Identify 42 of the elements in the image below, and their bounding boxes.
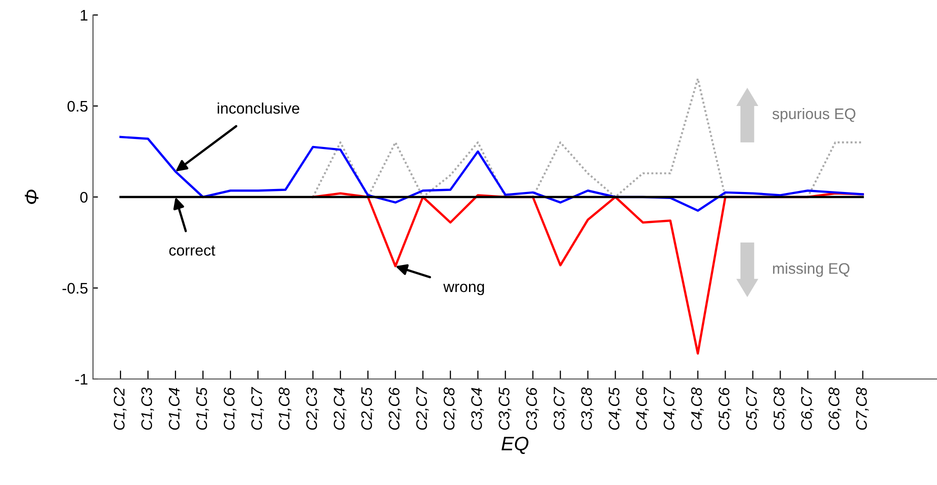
x-tick-label: C3,C6 [526,387,539,430]
x-tick-label: C3,C5 [498,387,512,430]
x-tick-label: C4,C7 [664,386,676,430]
x-tick-label: C3,C4 [471,388,484,430]
y-tick-label: 0 [80,192,88,203]
x-tick-label: C2,C4 [334,388,346,430]
x-tick-label: C5,C7 [746,386,759,430]
x-tick-label: C1,C5 [196,387,209,430]
x-tick-label: C2,C6 [388,387,402,430]
x-tick-label: C2,C5 [361,387,374,430]
y-tick-label: -1 [75,374,88,385]
annotation: missing EQ [773,262,850,277]
annotation: inconclusive [218,102,300,114]
x-tick-label: C1,C7 [251,386,264,430]
x-tick-label: C1,C6 [224,387,236,430]
y-axis-title: Φ [24,190,38,204]
x-tick-label: C2,C3 [306,387,319,430]
y-tick-label: 1 [80,10,88,21]
x-tick-label: C6,C7 [801,386,814,430]
x-tick-label: C3,C8 [581,387,594,430]
y-tick-label: -0.5 [62,282,88,294]
annotation: correct [169,246,216,256]
x-tick-label: C2,C8 [444,387,456,430]
x-tick-label: C6,C8 [828,387,842,430]
x-tick-label: C3,C7 [554,386,566,430]
annotation: wrong [443,284,484,296]
x-tick-label: C2,C7 [416,386,429,430]
x-axis-title: EQ [502,436,528,454]
x-tick-label: C5,C6 [718,387,732,430]
line-series [119,136,864,212]
x-tick-label: C1,C3 [141,387,154,430]
x-tick-label: C4,C8 [691,387,704,430]
line-series [312,78,864,198]
x-tick-label: C1,C4 [168,388,182,430]
annotation: spurious EQ [772,108,856,122]
x-tick-label: C7,C8 [856,387,869,430]
x-tick-label: C5,C8 [774,387,786,430]
x-tick-label: C4,C5 [608,387,622,430]
x-tick-label: C1,C8 [278,387,292,430]
x-tick-label: C4,C6 [636,387,649,430]
y-tick-label: 0.5 [68,100,88,112]
x-tick-label: C1,C2 [114,388,126,430]
